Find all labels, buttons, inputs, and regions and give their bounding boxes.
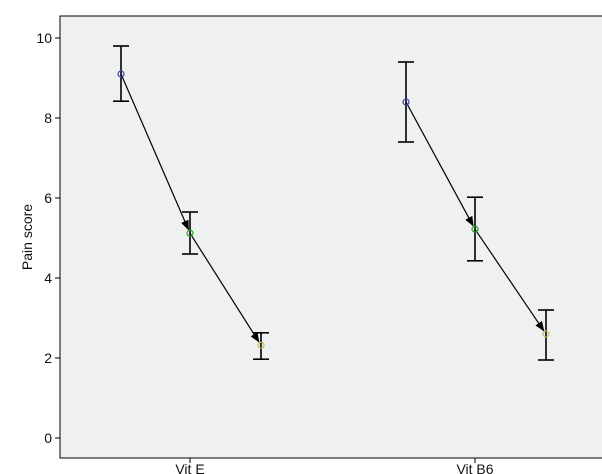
x-tick-label: Vit B6	[456, 461, 493, 474]
y-axis: 0 2 4 6 8 10	[36, 30, 60, 446]
trend-arrow	[120, 73, 189, 231]
error-bar	[538, 309, 554, 361]
trend-arrow	[189, 232, 260, 343]
series-layer	[113, 45, 554, 361]
y-tick-label: 8	[44, 110, 52, 126]
y-axis-title: Pain score	[19, 204, 35, 270]
mean-marker	[186, 229, 194, 237]
group-0	[113, 45, 269, 361]
mean-marker	[117, 70, 125, 78]
plot-area	[59, 15, 602, 459]
trend-arrow	[405, 101, 474, 227]
error-bar	[182, 211, 198, 255]
y-tick-label: 10	[36, 30, 52, 46]
y-tick-label: 0	[44, 430, 52, 446]
group-1	[398, 61, 554, 361]
x-tick-label: Vit E	[175, 461, 204, 474]
y-tick-label: 2	[44, 350, 52, 366]
x-axis: Vit E Vit B6	[175, 458, 494, 474]
error-bar	[467, 196, 483, 262]
mean-marker	[402, 98, 410, 106]
error-bar	[113, 45, 129, 102]
mean-marker	[257, 341, 265, 349]
y-tick-label: 6	[44, 190, 52, 206]
mean-marker	[471, 225, 479, 233]
mean-marker	[542, 330, 550, 338]
y-tick-label: 4	[44, 270, 52, 286]
trend-arrow	[474, 228, 545, 332]
